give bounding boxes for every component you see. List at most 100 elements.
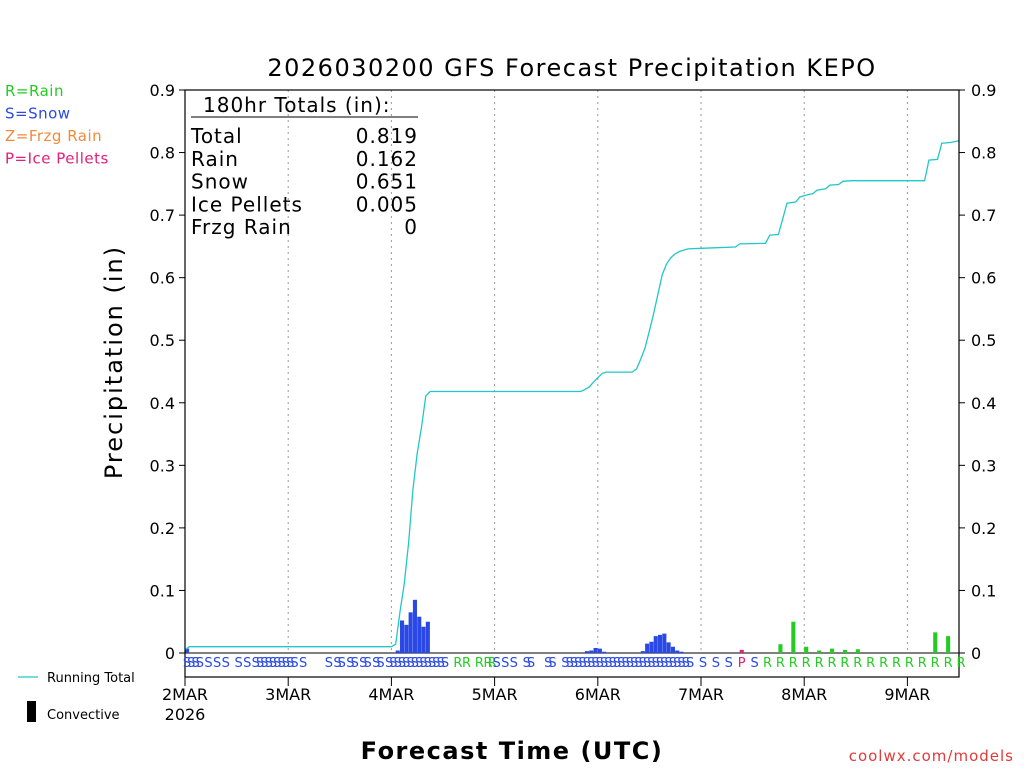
bar-snow <box>679 651 684 653</box>
bar-rain <box>804 646 809 653</box>
bar-rain <box>855 649 860 653</box>
bar-snow <box>425 621 430 653</box>
precip-type-marker: S <box>712 656 720 671</box>
precip-type-marker: S <box>234 656 242 671</box>
precip-type-marker: S <box>372 656 380 671</box>
y-tick-label-right: 0.8 <box>971 144 996 163</box>
x-tick-label: 7MAR <box>678 685 724 704</box>
y-tick-label-left: 0.1 <box>150 581 175 600</box>
precip-type-marker: R <box>475 656 484 671</box>
y-tick-label-left: 0.2 <box>150 519 175 538</box>
y-tick-label-left: 0.6 <box>150 269 175 288</box>
totals-row-label: Ice Pellets <box>191 192 303 216</box>
precip-type-marker: S <box>656 656 664 671</box>
bar-snow <box>666 642 671 653</box>
precip-type-marker: S <box>626 656 634 671</box>
bar-rain <box>830 648 835 653</box>
precip-type-marker: S <box>617 656 625 671</box>
precip-type-marker: S <box>243 656 251 671</box>
legend-type-label: S=Snow <box>5 105 71 123</box>
precip-type-marker: S <box>290 656 298 671</box>
bar-snow <box>602 651 607 653</box>
precip-type-marker: S <box>183 656 191 671</box>
precip-bars <box>185 599 951 653</box>
precip-type-marker: P <box>738 656 746 671</box>
running-total-legend-label: Running Total <box>47 671 135 686</box>
precip-type-marker: S <box>273 656 281 671</box>
precip-type-marker: S <box>385 656 393 671</box>
precip-type-marker: S <box>363 656 371 671</box>
x-tick-label: 4MAR <box>368 685 414 704</box>
precip-type-marker: S <box>187 656 195 671</box>
precip-type-marker: S <box>269 656 277 671</box>
precip-type-marker: R <box>918 656 927 671</box>
y-tick-label-right: 0.2 <box>971 519 996 538</box>
precip-type-marker: S <box>686 656 694 671</box>
precip-type-marker: S <box>699 656 707 671</box>
precip-type-marker: R <box>802 656 811 671</box>
precip-type-marker: S <box>630 656 638 671</box>
bar-snow <box>597 648 602 653</box>
precip-type-marker: R <box>815 656 824 671</box>
bar-snow <box>400 620 405 653</box>
bar-snow <box>645 643 650 653</box>
bar-snow <box>417 616 422 653</box>
year-label: 2026 <box>165 705 206 724</box>
precip-type-marker: S <box>286 656 294 671</box>
legend-type-label: P=Ice Pellets <box>5 150 109 168</box>
precip-type-marker: R <box>840 656 849 671</box>
y-tick-label-right: 0.9 <box>971 81 996 100</box>
y-tick-label-right: 0.6 <box>971 269 996 288</box>
bar-rain <box>791 621 796 653</box>
precip-type-marker: S <box>265 656 273 671</box>
bar-snow <box>670 646 675 653</box>
y-axis-label: Precipitation (in) <box>100 245 128 479</box>
precip-type-marker: S <box>402 656 410 671</box>
precip-type-marker: S <box>359 656 367 671</box>
precip-type-marker: S <box>260 656 268 671</box>
precip-type-marker: S <box>432 656 440 671</box>
y-tick-label-left: 0.5 <box>150 331 175 350</box>
bar-rain <box>946 636 951 653</box>
bar-rain <box>842 649 847 653</box>
plot-frame <box>184 89 960 678</box>
precip-type-marker: S <box>587 656 595 671</box>
precip-type-marker: S <box>325 656 333 671</box>
precip-type-marker: S <box>419 656 427 671</box>
bar-snow <box>589 650 594 653</box>
y-axis-ticks: 0 0 0.1 0.1 0.2 0.2 0.3 0.3 0.4 0.4 0.5 0.5 0.6 0.6 0.… <box>150 81 997 663</box>
precip-type-marker: S <box>544 656 552 671</box>
x-tick-label: 6MAR <box>575 685 621 704</box>
precip-type-marker: S <box>750 656 758 671</box>
precip-type-marker: S <box>652 656 660 671</box>
convective-swatch <box>27 701 36 722</box>
precip-type-marker: S <box>256 656 264 671</box>
bar-rain <box>933 632 938 653</box>
precip-type-marker: S <box>492 656 500 671</box>
precip-type-marker: S <box>299 656 307 671</box>
precip-type-marker: R <box>462 656 471 671</box>
precip-type-marker: S <box>204 656 212 671</box>
legend-type-label: R=Rain <box>5 82 64 100</box>
legend-type-label: Z=Frzg Rain <box>5 127 102 145</box>
running-total-line <box>184 140 960 651</box>
totals-row-value: 0 <box>404 215 418 239</box>
precip-type-marker: S <box>196 656 204 671</box>
y-tick-label-left: 0.7 <box>150 206 175 225</box>
precip-type-marker: S <box>621 656 629 671</box>
y-tick-label-right: 0.7 <box>971 206 996 225</box>
precip-type-marker: R <box>879 656 888 671</box>
precip-type-marker: S <box>394 656 402 671</box>
y-tick-label-right: 0 <box>971 644 981 663</box>
precip-type-marker: S <box>566 656 574 671</box>
bar-snow <box>404 624 409 653</box>
precip-type-marker: S <box>333 656 341 671</box>
precip-type-marker: S <box>660 656 668 671</box>
bar-snow <box>653 636 658 653</box>
x-tick-label: 9MAR <box>884 685 930 704</box>
precip-type-marker: S <box>578 656 586 671</box>
precip-type-marker: R <box>453 656 462 671</box>
precip-type-marker: S <box>725 656 733 671</box>
